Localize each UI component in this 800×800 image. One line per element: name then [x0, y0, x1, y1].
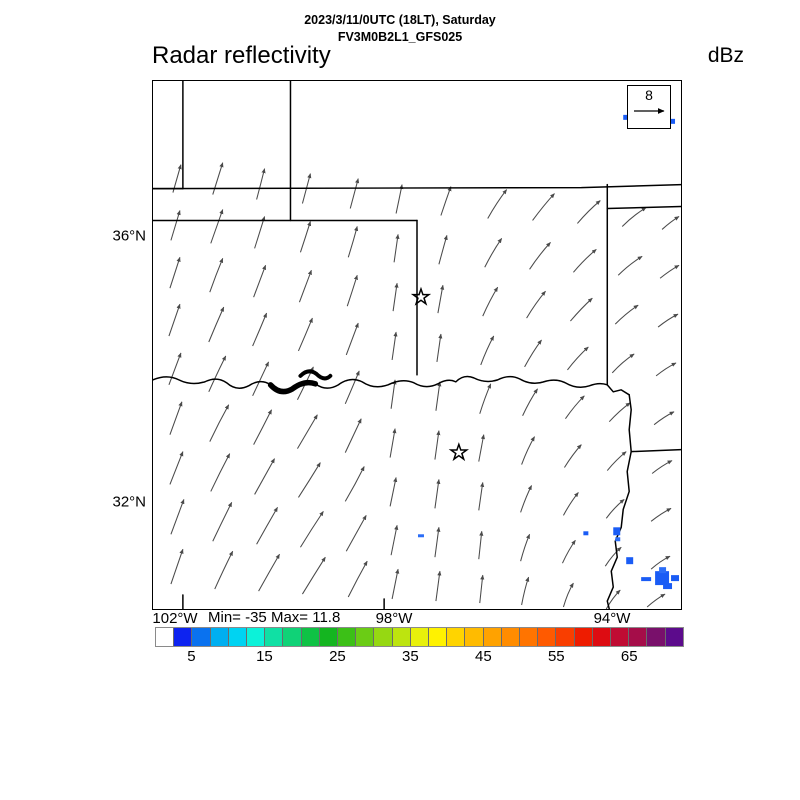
colorbar-cell-3 [210, 628, 229, 646]
colorbar-cell-2 [192, 628, 211, 646]
colorbar-tick-35: 35 [402, 648, 419, 665]
colorbar-cell-4 [228, 628, 248, 646]
colorbar-tick-45: 45 [475, 648, 492, 665]
colorbar-cell-21 [538, 628, 557, 646]
colorbar-cell-26 [629, 628, 648, 646]
colorbar-cell-27 [647, 628, 666, 646]
axis-label-lat-32: 32°N [112, 493, 146, 511]
colorbar-tick-labels: 5 15 25 35 45 55 65 [155, 648, 684, 668]
model-run-label: FV3M0B2L1_GFS025 [337, 30, 463, 44]
page-title: Radar reflectivity [152, 42, 331, 69]
colorbar-tick-65: 65 [620, 648, 638, 665]
wind-vector-field [168, 162, 680, 609]
radar-echo-se-2 [626, 557, 634, 565]
colorbar-tick-25: 25 [329, 648, 346, 665]
colorbar-cell-11 [356, 628, 375, 646]
colorbar-tick-5: 5 [187, 648, 196, 665]
colorbar-tick-15: 15 [256, 648, 273, 665]
colorbar-cell-17 [465, 628, 484, 646]
colorbar-cell-13 [392, 628, 411, 646]
colorbar-cell-1 [174, 628, 193, 646]
radar-echo-se-1 [583, 527, 621, 542]
radar-echo-se-3 [641, 567, 680, 590]
wind-key-arrow-icon [634, 108, 665, 114]
colorbar-cell-22 [556, 628, 575, 646]
map-canvas [153, 81, 681, 609]
colorbar-cell-19 [501, 628, 521, 646]
map-plot-area[interactable]: 8 [152, 80, 682, 610]
colorbar-cell-16 [447, 628, 466, 646]
colorbar-cell-5 [247, 628, 266, 646]
axis-label-lon-94: 94°W [593, 610, 631, 627]
colorbar-cell-20 [520, 628, 539, 646]
colorbar[interactable] [155, 627, 684, 647]
colorbar-cell-9 [319, 628, 339, 646]
city-marker-south [450, 443, 468, 460]
colorbar-cell-25 [611, 628, 630, 646]
colorbar-cell-18 [483, 628, 502, 646]
axis-label-lat-36: 36°N [112, 227, 146, 245]
colorbar-cell-8 [301, 628, 320, 646]
colorbar-cell-12 [374, 628, 393, 646]
forecast-datetime-label: 2023/3/11/0UTC (18LT), Saturday [304, 13, 496, 27]
axis-label-lon-102: 102°W [152, 610, 198, 627]
axis-label-lon-98: 98°W [375, 610, 413, 627]
colorbar-cell-7 [283, 628, 302, 646]
units-label: dBz [707, 44, 744, 67]
colorbar-cell-0 [156, 628, 175, 646]
colorbar-cell-15 [429, 628, 448, 646]
colorbar-tick-55: 55 [547, 648, 565, 665]
min-max-annotation: Min= -35 Max= 11.8 [208, 609, 341, 626]
colorbar-cell-10 [338, 628, 357, 646]
radar-echo-central [417, 534, 424, 538]
colorbar-cell-6 [265, 628, 284, 646]
colorbar-cell-24 [592, 628, 612, 646]
colorbar-cell-28 [665, 628, 683, 646]
colorbar-cell-14 [410, 628, 430, 646]
colorbar-cell-23 [574, 628, 593, 646]
state-boundaries [153, 81, 681, 609]
radar-echo-layer [417, 110, 680, 590]
city-marker-north [412, 288, 430, 305]
wind-key-value: 8 [645, 87, 653, 103]
wind-vector-key: 8 [627, 85, 671, 129]
